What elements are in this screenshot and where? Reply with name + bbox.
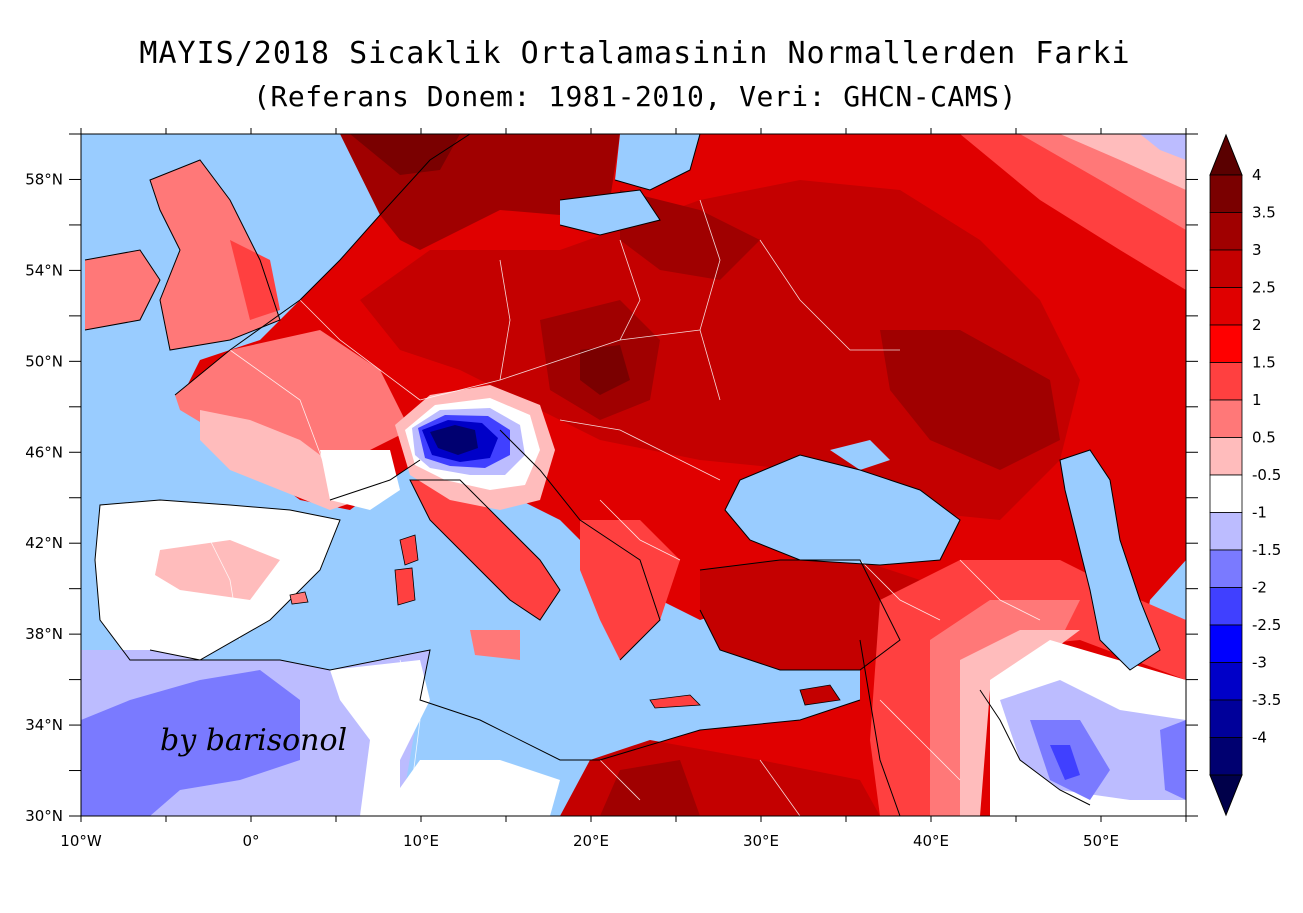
lon-tick-label: 10°W	[60, 832, 102, 850]
lat-tick-label: 38°N	[25, 625, 63, 643]
colorbar-swatch	[1209, 624, 1243, 663]
lat-tick-label: 34°N	[25, 716, 63, 734]
colorbar-swatch	[1209, 437, 1243, 476]
colorbar-label: 0.5	[1252, 429, 1276, 447]
colorbar-swatch	[1209, 324, 1243, 363]
colorbar-label: -2	[1252, 579, 1267, 597]
lat-tick-label: 58°N	[25, 170, 63, 188]
colorbar-label: 3.5	[1252, 204, 1276, 222]
author-signature: by barisonol	[160, 723, 347, 758]
colorbar-label: 2.5	[1252, 279, 1276, 297]
colorbar-label: -1	[1252, 504, 1267, 522]
colorbar-swatch	[1209, 662, 1243, 701]
colorbar: 4 3.5 3 2.5 2 1.5 1 0.5 -0.5 -1 -1.5 -2 -2.5 -3 -3.5 -4	[1209, 133, 1281, 817]
map-area	[81, 134, 1186, 816]
colorbar-label: -4	[1252, 729, 1267, 747]
colorbar-swatch	[1209, 174, 1243, 213]
map-subtitle: (Referans Donem: 1981-2010, Veri: GHCN-C…	[253, 80, 1017, 113]
lon-tick-label: 40°E	[913, 832, 949, 850]
colorbar-label: 2	[1252, 316, 1262, 334]
colorbar-bottom-arrow	[1209, 774, 1243, 817]
colorbar-label: 1.5	[1252, 354, 1276, 372]
colorbar-swatch	[1209, 737, 1243, 776]
map-axes: 10°W 0° 10°E 20°E 30°E 40°E 50°E 58°N 54°N 50°N 46…	[25, 128, 1198, 850]
colorbar-swatch	[1209, 474, 1243, 513]
colorbar-label: -0.5	[1252, 466, 1281, 484]
lon-tick-label: 30°E	[743, 832, 779, 850]
country-borders	[199, 199, 1041, 816]
inland-water	[560, 134, 1160, 670]
lon-tick-label: 20°E	[573, 832, 609, 850]
colorbar-swatch	[1209, 362, 1243, 401]
map-title: MAYIS/2018 Sicaklik Ortalamasinin Normal…	[139, 36, 1131, 71]
colorbar-swatch	[1209, 587, 1243, 626]
lat-tick-label: 50°N	[25, 352, 63, 370]
colorbar-label: -2.5	[1252, 616, 1281, 634]
map-frame	[80, 133, 1187, 817]
colorbar-swatch	[1209, 399, 1243, 438]
lon-tick-label: 10°E	[403, 832, 439, 850]
colorbar-swatch	[1209, 287, 1243, 326]
colorbar-swatch	[1209, 549, 1243, 588]
colorbar-swatch	[1209, 212, 1243, 251]
colorbar-label: -3.5	[1252, 691, 1281, 709]
colorbar-label: 4	[1252, 166, 1262, 184]
lat-tick-label: 42°N	[25, 534, 63, 552]
colorbar-top-arrow	[1209, 133, 1243, 176]
colorbar-label: -3	[1252, 654, 1267, 672]
lon-tick-label: 50°E	[1083, 832, 1119, 850]
land-mass	[81, 134, 1186, 816]
colorbar-swatch	[1209, 512, 1243, 551]
islands	[289, 534, 841, 709]
lat-tick-label: 30°N	[25, 807, 63, 825]
colorbar-label: 3	[1252, 241, 1262, 259]
lat-tick-label: 46°N	[25, 443, 63, 461]
colorbar-label: 1	[1252, 391, 1262, 409]
coastlines	[84, 134, 1161, 816]
colorbar-swatch	[1209, 699, 1243, 738]
colorbar-label: -1.5	[1252, 541, 1281, 559]
lat-tick-label: 54°N	[25, 261, 63, 279]
colorbar-swatch	[1209, 249, 1243, 288]
lon-tick-label: 0°	[242, 832, 259, 850]
